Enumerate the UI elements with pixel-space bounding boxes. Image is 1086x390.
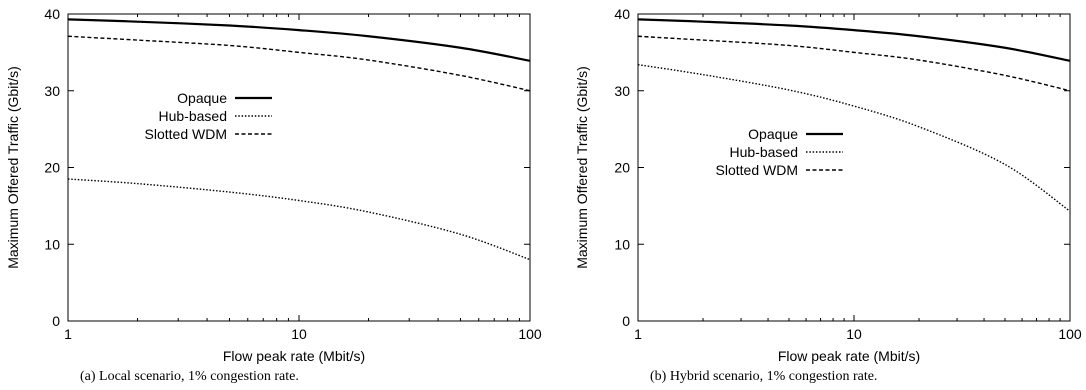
figure-caption: (b) Hybrid scenario, 1% congestion rate.: [650, 369, 877, 384]
y-tick-label: 10: [614, 236, 630, 252]
y-tick-label: 0: [622, 313, 630, 329]
y-tick-label: 30: [614, 83, 630, 99]
x-tick-label: 10: [846, 326, 862, 342]
plot-frame: [67, 13, 531, 322]
legend-label-opaque: Opaque: [748, 126, 798, 142]
series-line-slotted-wdm: [67, 35, 531, 92]
chart-panel-local: 0 10 20 30 40 1 10 100 Flow peak rate (Mbit/s) Ma…: [5, 6, 542, 384]
legend-label-hub-based: Hub-based: [159, 108, 228, 124]
chart-panel-hybrid: 0 10 20 30 40 1 10 100 Flow peak rate (Mbit/s) Ma…: [574, 6, 1082, 384]
x-tick-label: 100: [1058, 326, 1082, 342]
y-axis-label: Maximum Offered Traffic (Gbit/s): [574, 66, 590, 269]
series-line-opaque: [67, 18, 531, 62]
x-tick-label: 1: [64, 326, 72, 342]
plot-frame: [637, 13, 1071, 322]
x-tick-label: 100: [518, 326, 542, 342]
x-tick-label: 1: [634, 326, 642, 342]
series-line-slotted-wdm: [637, 35, 1071, 92]
y-tick-label: 20: [614, 160, 630, 176]
y-tick-label: 0: [52, 313, 60, 329]
y-tick-label: 40: [614, 6, 630, 22]
y-tick-label: 40: [44, 6, 60, 22]
figure-caption: (a) Local scenario, 1% congestion rate.: [80, 369, 299, 384]
x-axis-label: Flow peak rate (Mbit/s): [223, 348, 365, 364]
x-tick-label: 10: [291, 326, 307, 342]
y-axis-label: Maximum Offered Traffic (Gbit/s): [5, 66, 21, 269]
y-tick-label: 30: [44, 83, 60, 99]
series-line-opaque: [637, 18, 1071, 62]
y-tick-label: 10: [44, 236, 60, 252]
legend-label-slotted-wdm: Slotted WDM: [716, 162, 798, 178]
legend-label-opaque: Opaque: [177, 90, 227, 106]
y-tick-label: 20: [44, 160, 60, 176]
series-line-hub-based: [637, 63, 1071, 212]
series-line-hub-based: [67, 178, 531, 261]
x-axis-label: Flow peak rate (Mbit/s): [778, 348, 920, 364]
legend-label-hub-based: Hub-based: [730, 144, 799, 160]
legend-label-slotted-wdm: Slotted WDM: [145, 126, 227, 142]
